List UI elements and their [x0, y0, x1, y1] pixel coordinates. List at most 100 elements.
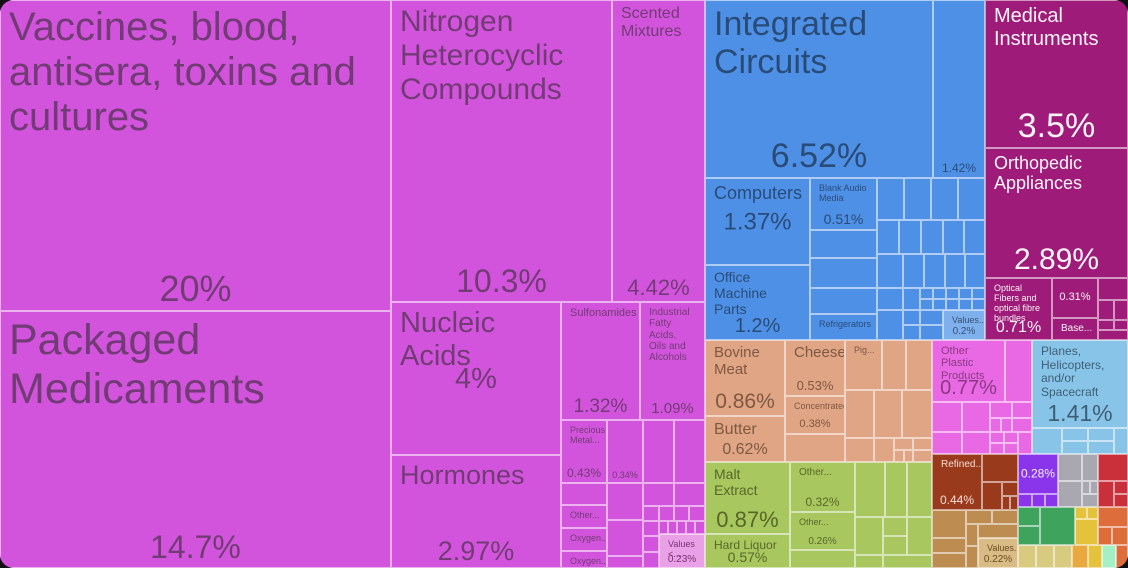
- treemap-cell-nitrogen-heterocyclic-compounds[interactable]: Nitrogen Heterocyclic Compounds 10.3%: [391, 0, 612, 302]
- treemap-cell[interactable]: [1054, 545, 1072, 568]
- treemap-cell[interactable]: [932, 538, 966, 553]
- treemap-cell[interactable]: [1045, 494, 1058, 507]
- treemap-cell[interactable]: [904, 450, 913, 462]
- treemap-cell-concentrated[interactable]: Concentrated... 0.38%: [785, 396, 845, 434]
- treemap-cell[interactable]: [810, 230, 877, 258]
- treemap-cell[interactable]: [1005, 340, 1032, 402]
- treemap-cell-precious-metal[interactable]: Precious Metal... 0.43%: [561, 420, 607, 483]
- treemap-cell[interactable]: [990, 402, 1012, 418]
- treemap-cell[interactable]: [674, 483, 705, 506]
- treemap-cell[interactable]: [607, 483, 643, 520]
- treemap-cell[interactable]: [845, 438, 874, 462]
- treemap-cell[interactable]: [877, 288, 903, 310]
- treemap-cell[interactable]: [1012, 418, 1032, 432]
- treemap-cell[interactable]: [903, 310, 920, 325]
- treemap-cell[interactable]: [1098, 300, 1114, 320]
- treemap-cell[interactable]: [964, 220, 985, 254]
- treemap-cell-packaged-medicaments[interactable]: Packaged Medicaments 14.7%: [0, 311, 391, 568]
- treemap-cell[interactable]: [1114, 300, 1128, 320]
- treemap-cell[interactable]: [972, 288, 985, 299]
- treemap-cell[interactable]: [643, 420, 674, 483]
- treemap-cell-office-machine-parts[interactable]: Office Machine Parts 1.2%: [705, 265, 810, 340]
- treemap-cell[interactable]: [785, 434, 845, 462]
- treemap-cell[interactable]: [990, 432, 1004, 443]
- treemap-cell[interactable]: [643, 552, 659, 568]
- treemap-cell[interactable]: [674, 506, 689, 521]
- treemap-cell[interactable]: [982, 482, 1002, 510]
- treemap-cell[interactable]: [972, 299, 985, 310]
- treemap-cell-base[interactable]: Base...: [1052, 318, 1098, 340]
- treemap-cell-oxygen-1[interactable]: Oxygen...: [561, 528, 607, 551]
- treemap-cell[interactable]: [903, 288, 920, 310]
- treemap-cell-values-0-2[interactable]: Values... 0.2%: [943, 310, 985, 340]
- treemap-cell-share-0-31[interactable]: 0.31%: [1052, 278, 1098, 318]
- treemap-cell[interactable]: [966, 510, 992, 524]
- treemap-cell[interactable]: [877, 178, 904, 220]
- treemap-cell-sulfonamides[interactable]: Sulfonamides 1.32%: [561, 302, 640, 420]
- treemap-cell[interactable]: [990, 443, 1004, 454]
- treemap-cell[interactable]: [1032, 428, 1062, 454]
- treemap-cell-oxygen-2[interactable]: Oxygen...: [561, 551, 607, 568]
- treemap-cell[interactable]: [1002, 496, 1010, 510]
- treemap-cell[interactable]: [1018, 507, 1040, 526]
- treemap-cell[interactable]: [958, 178, 985, 220]
- treemap-cell[interactable]: [1018, 526, 1040, 545]
- treemap-cell[interactable]: [695, 521, 705, 534]
- treemap-cell[interactable]: [1098, 330, 1128, 340]
- treemap-cell[interactable]: [643, 521, 659, 536]
- treemap-cell-optical-fibers[interactable]: Optical Fibers and optical fibre bundles…: [985, 278, 1052, 340]
- treemap-cell[interactable]: [1088, 441, 1114, 454]
- treemap-cell-bovine-meat[interactable]: Bovine Meat 0.86%: [705, 340, 785, 416]
- treemap-cell[interactable]: [677, 521, 686, 534]
- treemap-cell[interactable]: [883, 517, 907, 536]
- treemap-cell[interactable]: [899, 220, 921, 254]
- treemap-cell-hard-liquor[interactable]: Hard Liquor 0.57%: [705, 534, 790, 568]
- treemap-cell[interactable]: [946, 288, 959, 299]
- treemap-cell[interactable]: [686, 521, 695, 534]
- treemap-cell-other-plastic-products[interactable]: Other Plastic Products 0.77%: [932, 340, 1005, 402]
- treemap-cell[interactable]: [1102, 545, 1116, 568]
- treemap-cell[interactable]: [1112, 527, 1128, 545]
- treemap-cell[interactable]: [674, 420, 705, 483]
- treemap-cell[interactable]: [932, 510, 966, 538]
- treemap-cell[interactable]: [894, 438, 913, 450]
- treemap-cell[interactable]: [907, 517, 932, 555]
- treemap-cell[interactable]: [883, 536, 907, 555]
- treemap-cell[interactable]: [931, 178, 958, 220]
- treemap-cell[interactable]: [1098, 527, 1112, 545]
- treemap-cell[interactable]: [903, 325, 920, 340]
- treemap-cell[interactable]: [1018, 545, 1036, 568]
- treemap-cell[interactable]: [907, 462, 932, 517]
- treemap-cell[interactable]: [1082, 481, 1090, 494]
- treemap-cell[interactable]: [1012, 402, 1032, 418]
- treemap-cell[interactable]: [959, 288, 972, 299]
- treemap-cell[interactable]: [933, 299, 946, 310]
- treemap-cell[interactable]: [1082, 494, 1098, 507]
- treemap-cell-vaccines-blood-antisera-toxins-cultures[interactable]: Vaccines, blood, antisera, toxins and cu…: [0, 0, 391, 311]
- treemap-cell[interactable]: [1088, 428, 1114, 441]
- treemap-cell-planes-helicopters-spacecraft[interactable]: Planes, Helicopters, and/or Spacecraft 1.…: [1032, 340, 1128, 428]
- treemap-cell[interactable]: [1098, 507, 1128, 527]
- treemap-cell[interactable]: [1114, 320, 1128, 330]
- treemap-cell[interactable]: [1072, 545, 1088, 568]
- treemap-cell[interactable]: [962, 402, 990, 432]
- treemap-cell[interactable]: [920, 310, 943, 325]
- treemap-cell-hormones[interactable]: Hormones 2.97%: [391, 455, 561, 568]
- treemap-cell[interactable]: [1004, 432, 1018, 443]
- treemap-cell[interactable]: [1098, 481, 1114, 507]
- treemap-cell[interactable]: [790, 550, 855, 568]
- treemap-cell-values-0-22[interactable]: Values... 0.22%: [978, 538, 1018, 568]
- treemap-cell[interactable]: [1062, 428, 1088, 441]
- treemap-cell[interactable]: [904, 178, 931, 220]
- treemap-cell[interactable]: [943, 220, 964, 254]
- treemap-cell[interactable]: [874, 438, 894, 462]
- treemap-cell[interactable]: [1075, 507, 1087, 519]
- treemap-cell[interactable]: [1114, 481, 1128, 494]
- treemap-cell[interactable]: [643, 506, 659, 521]
- treemap-cell[interactable]: [810, 258, 877, 288]
- treemap-cell[interactable]: [1098, 454, 1128, 481]
- treemap-cell[interactable]: [933, 288, 946, 299]
- treemap-cell[interactable]: [877, 310, 903, 340]
- treemap-cell[interactable]: [1040, 507, 1075, 545]
- treemap-cell[interactable]: [913, 438, 932, 450]
